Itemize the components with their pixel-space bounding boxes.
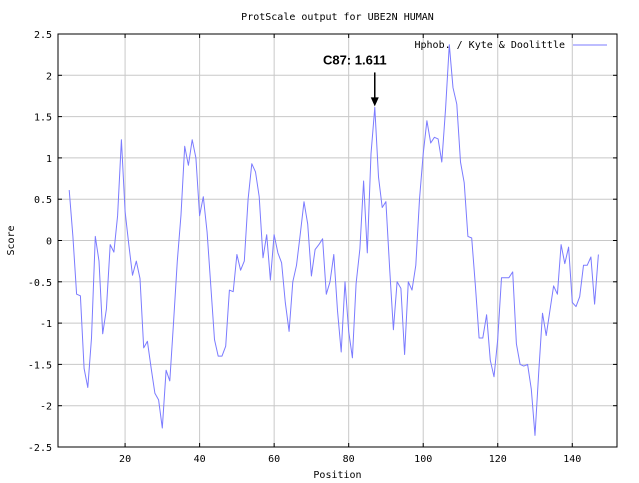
grid: [58, 33, 617, 448]
y-tick-label: -2: [40, 402, 52, 413]
x-axis-ticks: 20 40 60 80 100 120 140: [119, 34, 581, 465]
x-tick-label: 60: [268, 454, 280, 465]
chart-title: ProtScale output for UBE2N HUMAN: [241, 12, 434, 23]
y-tick-label: -1.5: [28, 360, 52, 371]
y-tick-label: -1: [40, 319, 52, 330]
x-tick-label: 140: [563, 454, 581, 465]
series-layer: [68, 44, 599, 436]
y-tick-label: 1.5: [34, 113, 52, 124]
y-tick-label: 2.5: [34, 30, 52, 41]
y-tick-label: 1: [46, 154, 52, 165]
legend: Hphob. / Kyte & Doolittle: [414, 40, 607, 51]
y-axis-ticks: -2.5 -2 -1.5 -1 -0.5 0 0.5 1 1.5 2 2.5: [28, 30, 617, 454]
y-tick-label: -2.5: [28, 443, 52, 454]
annotation: C87: 1.611: [323, 52, 387, 107]
series-line-0: [68, 44, 599, 436]
y-tick-label: 2: [46, 71, 52, 82]
y-tick-label: 0.5: [34, 195, 52, 206]
y-axis-label: Score: [6, 225, 17, 255]
x-axis-label: Position: [313, 470, 361, 481]
x-tick-label: 40: [194, 454, 206, 465]
legend-label: Hphob. / Kyte & Doolittle: [414, 40, 565, 51]
y-tick-label: -0.5: [28, 278, 52, 289]
y-tick-label: 0: [46, 237, 52, 248]
x-tick-label: 80: [343, 454, 355, 465]
annotation-label: C87: 1.611: [323, 52, 387, 67]
x-tick-label: 20: [119, 454, 131, 465]
x-tick-label: 120: [489, 454, 507, 465]
x-tick-label: 100: [414, 454, 432, 465]
annotation-arrow-head: [370, 97, 379, 107]
